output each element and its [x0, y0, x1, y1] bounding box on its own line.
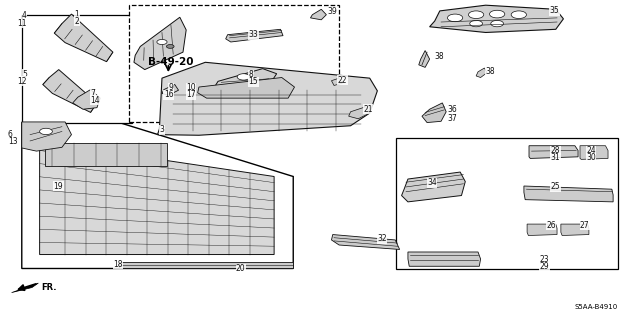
Polygon shape [401, 172, 465, 202]
Text: 18: 18 [113, 260, 122, 268]
Text: 16: 16 [164, 90, 173, 99]
Text: 32: 32 [378, 234, 387, 243]
Text: 2: 2 [75, 17, 79, 26]
Polygon shape [226, 29, 283, 42]
Circle shape [491, 20, 504, 27]
Polygon shape [529, 146, 578, 158]
Polygon shape [22, 15, 132, 123]
Circle shape [157, 39, 167, 44]
Circle shape [447, 14, 463, 22]
Polygon shape [332, 235, 399, 250]
Text: 35: 35 [549, 6, 559, 15]
Polygon shape [54, 14, 113, 62]
Polygon shape [22, 123, 293, 268]
Polygon shape [198, 77, 294, 98]
Text: 7: 7 [91, 89, 95, 98]
Polygon shape [40, 142, 274, 254]
Polygon shape [157, 62, 378, 135]
Polygon shape [408, 252, 481, 266]
Polygon shape [332, 78, 342, 85]
Text: 34: 34 [427, 178, 437, 187]
Text: 23: 23 [540, 255, 550, 264]
Polygon shape [561, 224, 589, 236]
Text: 27: 27 [580, 220, 589, 229]
Polygon shape [134, 17, 186, 69]
Polygon shape [524, 186, 613, 202]
Text: 17: 17 [186, 90, 196, 99]
Text: 33: 33 [248, 30, 259, 39]
Circle shape [166, 44, 174, 48]
Text: 12: 12 [17, 77, 27, 86]
Text: 28: 28 [550, 146, 560, 155]
Bar [129, 5, 339, 122]
Circle shape [237, 74, 250, 80]
Polygon shape [476, 68, 487, 77]
Text: 24: 24 [586, 146, 596, 155]
Text: 14: 14 [91, 96, 100, 105]
Polygon shape [527, 224, 557, 236]
Text: 10: 10 [186, 83, 196, 92]
Polygon shape [162, 84, 179, 95]
Polygon shape [419, 51, 429, 68]
Text: FR.: FR. [42, 283, 57, 292]
Text: 11: 11 [17, 19, 27, 28]
Text: 38: 38 [486, 67, 495, 76]
Circle shape [470, 20, 483, 27]
Polygon shape [45, 142, 167, 166]
Circle shape [490, 10, 505, 18]
Polygon shape [22, 122, 72, 151]
Circle shape [468, 11, 484, 19]
Text: 8: 8 [248, 70, 253, 79]
Polygon shape [73, 90, 100, 109]
Text: 6: 6 [8, 130, 13, 139]
Text: 39: 39 [328, 7, 337, 16]
Text: B-49-20: B-49-20 [148, 57, 193, 67]
Polygon shape [43, 69, 97, 112]
Polygon shape [396, 139, 618, 269]
Polygon shape [310, 9, 326, 20]
Text: 22: 22 [338, 76, 348, 84]
Text: 15: 15 [248, 77, 259, 86]
Circle shape [511, 11, 527, 19]
Polygon shape [429, 5, 563, 32]
Text: 31: 31 [550, 153, 560, 162]
Text: 30: 30 [586, 153, 596, 162]
Polygon shape [349, 107, 370, 119]
Text: 5: 5 [22, 70, 27, 79]
Text: 26: 26 [546, 220, 556, 229]
Circle shape [40, 128, 52, 135]
Polygon shape [422, 103, 446, 123]
Text: 1: 1 [75, 10, 79, 19]
Text: 3: 3 [159, 125, 164, 134]
Text: 36: 36 [447, 105, 457, 114]
Text: 29: 29 [540, 262, 550, 271]
Text: 4: 4 [22, 11, 27, 20]
Text: 37: 37 [447, 114, 457, 123]
Text: 20: 20 [236, 264, 246, 273]
Polygon shape [215, 69, 276, 91]
Text: 13: 13 [8, 137, 17, 146]
Text: 21: 21 [364, 105, 373, 114]
Polygon shape [12, 283, 38, 292]
Text: 38: 38 [435, 52, 444, 61]
Text: 25: 25 [550, 182, 560, 191]
Polygon shape [119, 262, 293, 268]
Polygon shape [580, 146, 608, 159]
Text: S5AA-B4910: S5AA-B4910 [575, 304, 618, 310]
Text: 9: 9 [168, 83, 173, 92]
Text: 19: 19 [54, 181, 63, 190]
